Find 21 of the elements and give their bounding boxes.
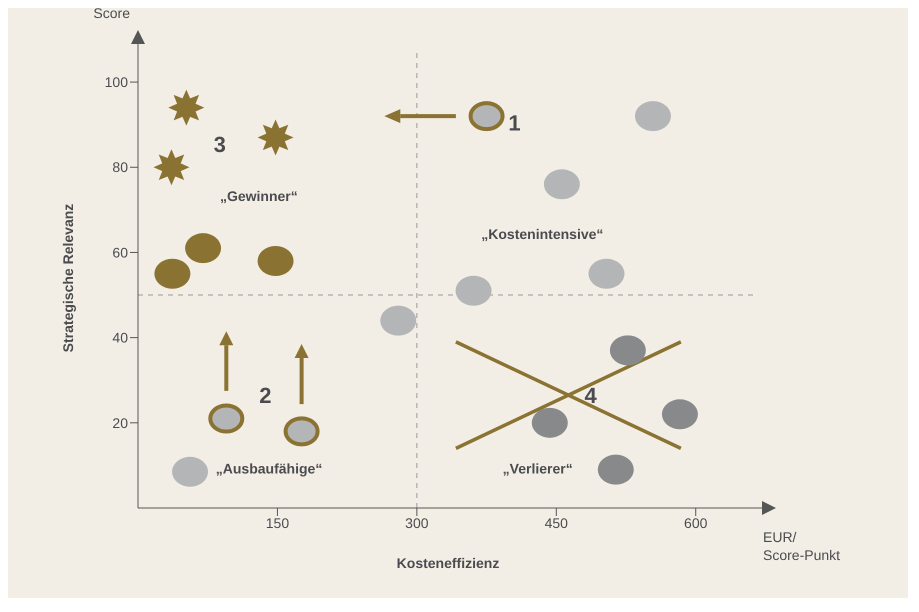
x-tick-label: 450 — [544, 514, 568, 531]
annotation: „Verlierer“ — [502, 460, 573, 476]
text: Score — [93, 5, 130, 21]
y-tick-label: 20 — [112, 414, 128, 431]
text: EUR/ Score-Punkt — [763, 529, 840, 563]
annotation: „Kostenintensive“ — [481, 226, 604, 242]
y-tick-label: 80 — [112, 159, 128, 176]
annotation: „Ausbaufähige“ — [216, 460, 322, 476]
annotation: 2 — [259, 383, 272, 408]
annotation: 3 — [214, 132, 226, 157]
y-tick-label: 60 — [112, 244, 128, 260]
x-tick-label: 600 — [684, 514, 708, 531]
x-tick-label: 150 — [266, 514, 290, 531]
y-tick-label: 40 — [112, 330, 128, 346]
y-axis-title: Strategische Relevanz — [60, 204, 76, 352]
y-tick-label: 100 — [104, 74, 128, 90]
annotation: „Gewinner“ — [220, 188, 298, 204]
annotation: 1 — [508, 110, 521, 136]
x-axis-title: Kosteneffizienz — [396, 555, 500, 571]
annotation: 4 — [584, 383, 598, 408]
x-tick-label: 300 — [405, 514, 429, 531]
